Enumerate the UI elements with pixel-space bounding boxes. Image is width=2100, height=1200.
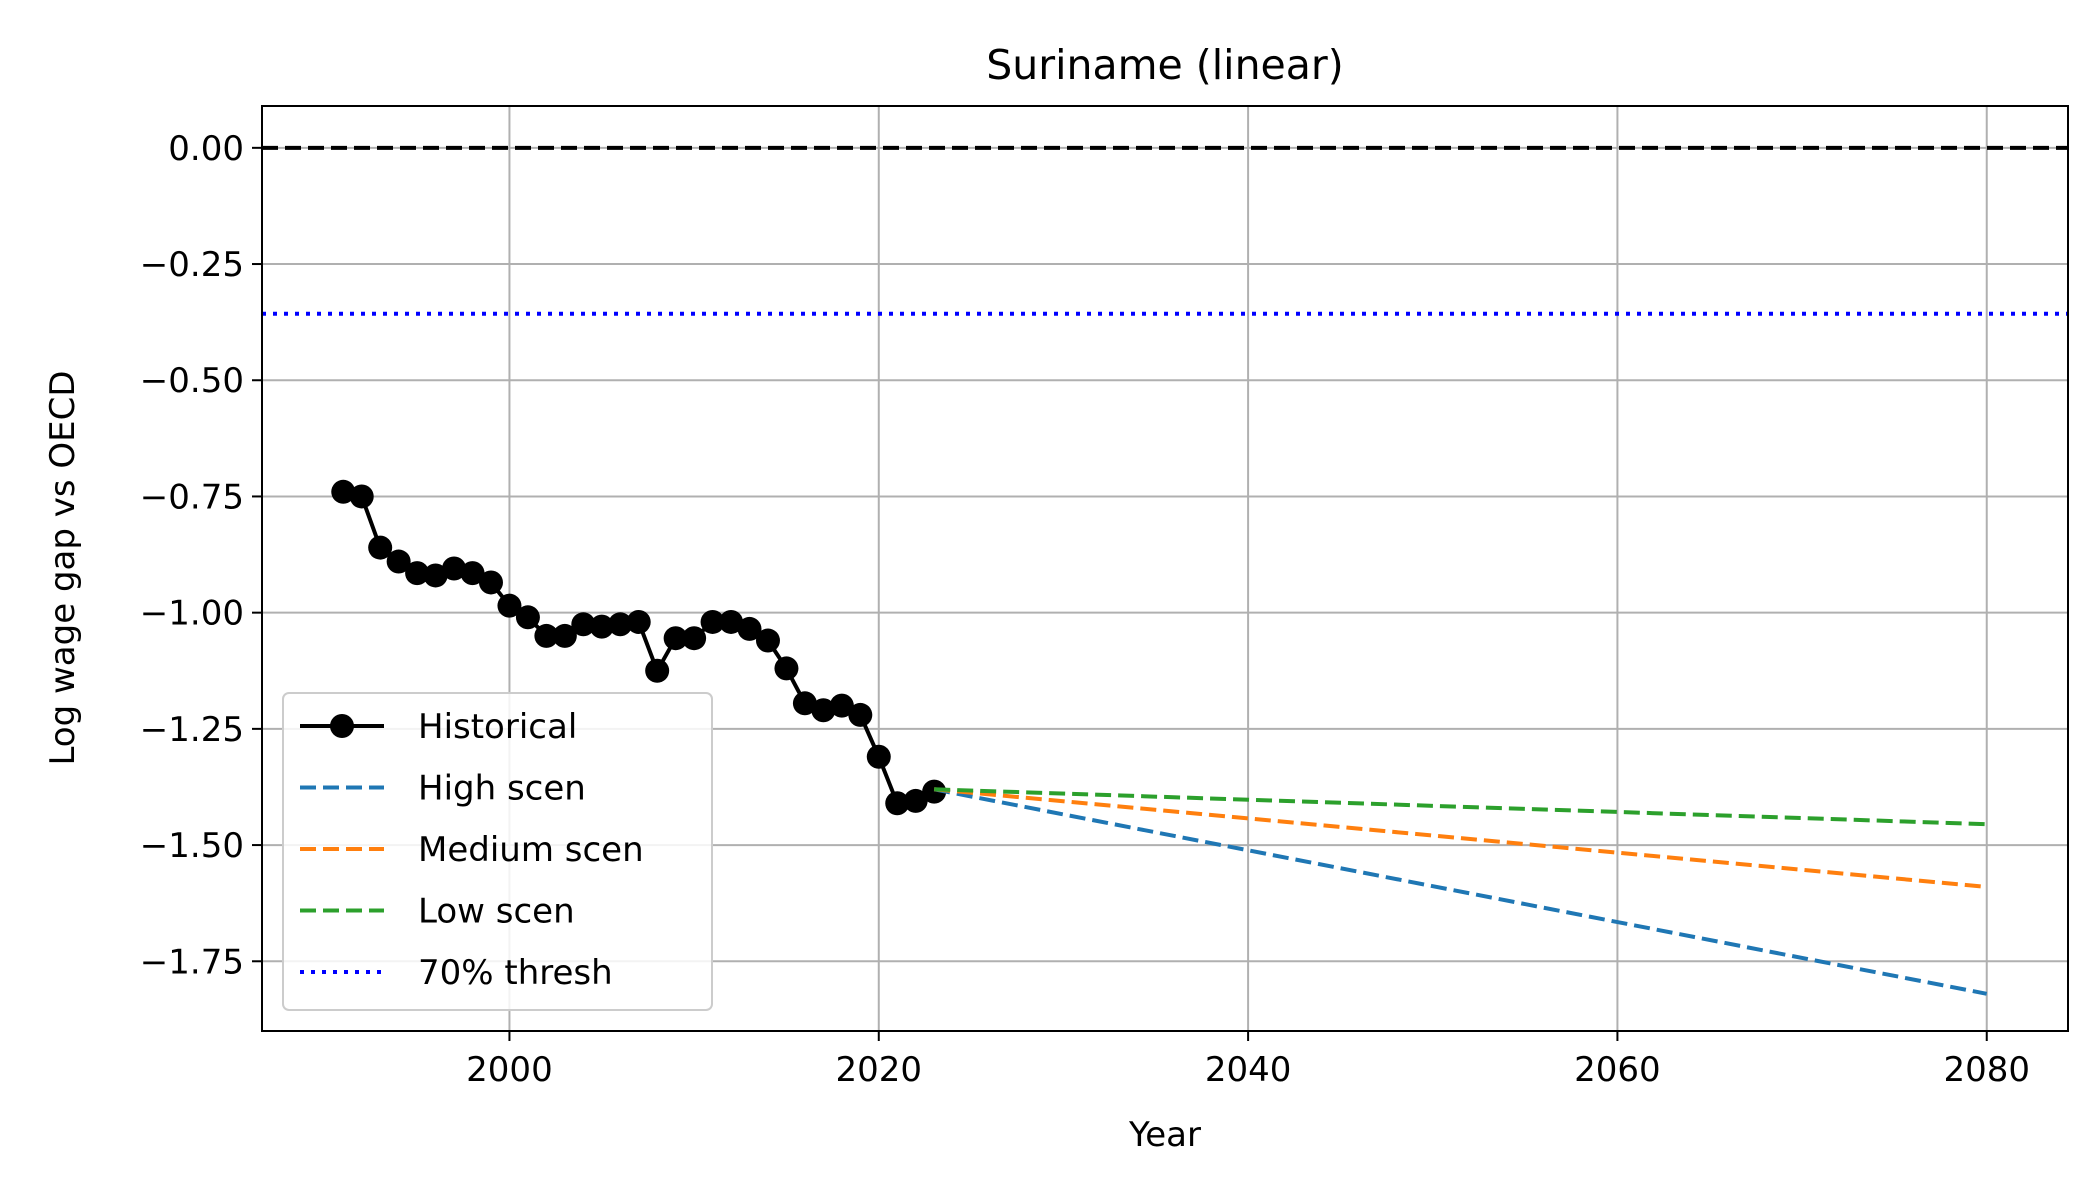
y-tick-label: 0.00 xyxy=(168,129,244,169)
series-low-scen-line xyxy=(934,787,1987,827)
series-historical-point xyxy=(866,744,891,769)
x-tick-label: 2020 xyxy=(836,1050,923,1090)
series-historical-point xyxy=(885,791,910,816)
series-historical-point xyxy=(626,609,651,634)
x-tick-label: 2080 xyxy=(1943,1050,2030,1090)
data-lines xyxy=(262,145,2068,996)
series-historical-point xyxy=(811,698,836,723)
legend-label-70-thresh: 70% thresh xyxy=(418,953,613,993)
legend-label-historical: Historical xyxy=(418,707,577,747)
series-historical-point xyxy=(552,623,577,648)
series-historical-point xyxy=(423,563,448,588)
series-historical-point xyxy=(515,605,540,630)
series-historical-point xyxy=(922,779,947,804)
series-historical-point xyxy=(700,609,725,634)
legend: Historical High scen Medium scen Low scen 70… xyxy=(282,692,713,1011)
series-historical-point xyxy=(719,609,744,634)
series-historical-point xyxy=(442,556,467,581)
series-historical-point xyxy=(368,535,393,560)
y-tick-label: −0.75 xyxy=(140,477,244,517)
series-historical-point xyxy=(571,612,596,637)
x-axis-label: Year xyxy=(1128,1115,1201,1155)
series-historical-point xyxy=(848,702,873,727)
legend-label-high-scen: High scen xyxy=(418,769,586,809)
x-tick-label: 2060 xyxy=(1574,1050,1661,1090)
y-tick-label: −0.25 xyxy=(140,245,244,285)
legend-box xyxy=(282,692,713,1011)
legend-label-medium-scen: Medium scen xyxy=(418,830,644,870)
y-tick-label: −1.00 xyxy=(140,594,244,634)
y-axis: 0.00 −0.25 −0.50 −0.75 −1.00 −1.25 −1.50 −1.75 xyxy=(140,129,262,982)
y-tick-label: −1.75 xyxy=(140,942,244,982)
series-medium-scen-line xyxy=(934,787,1987,889)
legend-label-low-scen: Low scen xyxy=(418,892,575,932)
series-historical-point xyxy=(755,628,780,653)
y-tick-label: −1.25 xyxy=(140,710,244,750)
series-historical-point xyxy=(682,626,707,651)
x-tick-label: 2000 xyxy=(466,1050,553,1090)
series-historical-point xyxy=(534,623,559,648)
series-historical-point xyxy=(386,549,411,574)
chart-title: Suriname (linear) xyxy=(986,41,1344,89)
legend-marker-historical xyxy=(330,714,354,738)
y-axis-label: Log wage gap vs OECD xyxy=(43,370,83,765)
series-historical-point xyxy=(589,614,614,639)
y-tick-label: −1.50 xyxy=(140,826,244,866)
series-historical-point xyxy=(792,691,817,716)
x-axis: 2000 2020 2040 2060 2080 xyxy=(466,1031,2030,1090)
series-historical-point xyxy=(478,570,503,595)
series-historical-point xyxy=(903,788,928,813)
series-historical-point xyxy=(331,479,356,504)
x-tick-label: 2040 xyxy=(1205,1050,1292,1090)
series-historical-point xyxy=(774,656,799,681)
series-historical-point xyxy=(829,693,854,718)
plot-frame xyxy=(261,105,2069,1032)
y-tick-label: −0.50 xyxy=(140,361,244,401)
series-historical-point xyxy=(608,612,633,637)
series-historical-point xyxy=(349,484,374,509)
series-historical-point xyxy=(645,658,670,683)
series-historical-point xyxy=(460,561,485,586)
series-historical-point xyxy=(663,626,688,651)
series-historical-point xyxy=(737,616,762,641)
series-high-scen-line xyxy=(933,787,1988,996)
series-historical-point xyxy=(405,561,430,586)
series-historical-point xyxy=(497,593,522,618)
